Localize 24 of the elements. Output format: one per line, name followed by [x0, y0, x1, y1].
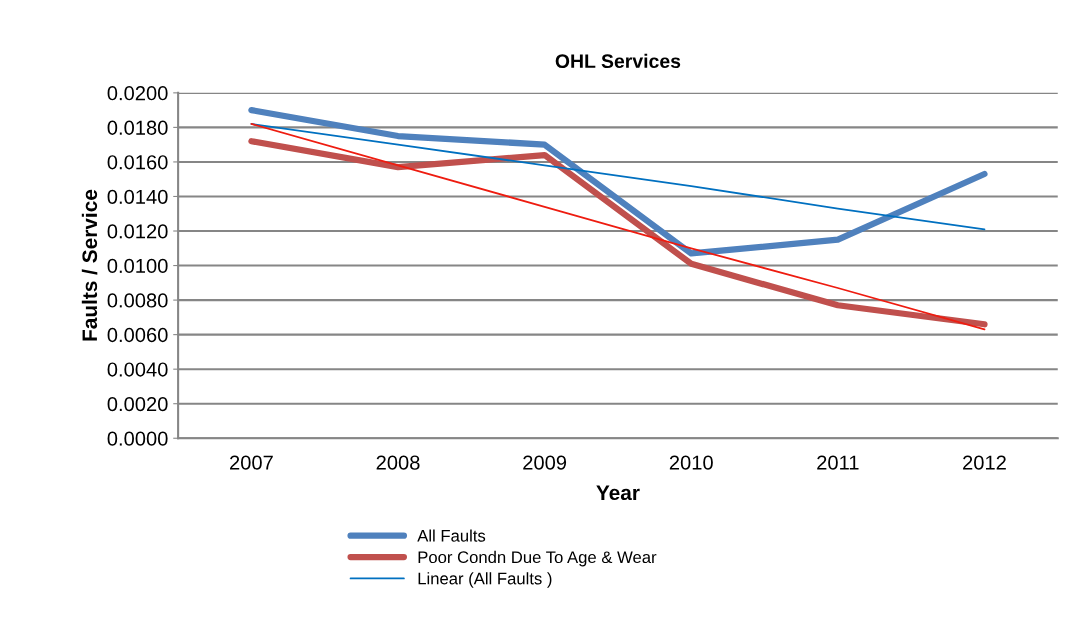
y-tick-label: 0.0080: [107, 293, 168, 308]
chart-title: OHL Services: [555, 53, 681, 69]
y-tick-label: 0.0200: [107, 86, 168, 101]
legend-label: All Faults: [417, 529, 486, 542]
x-tick-label: 2010: [669, 455, 713, 470]
y-tick-label: 0.0100: [107, 258, 168, 274]
x-tick-label: 2012: [963, 455, 1006, 470]
y-tick-label: 0.0060: [107, 327, 168, 343]
y-tick-label: 0.0020: [107, 396, 168, 412]
y-tick-label: 0.0040: [107, 362, 168, 377]
legend-label: Poor Condn Due To Age & Wear: [418, 550, 657, 567]
y-tick-label: 0.0140: [107, 189, 168, 204]
x-tick-label: 2008: [376, 455, 420, 470]
y-tick-label: 0.0120: [107, 224, 168, 239]
x-axis-title: Year: [596, 485, 640, 501]
legend-label: Linear (All Faults ): [418, 572, 552, 588]
x-tick-label: 2011: [817, 455, 859, 470]
y-tick-label: 0.0000: [107, 431, 168, 446]
y-tick-label: 0.0160: [107, 155, 168, 170]
x-tick-label: 2007: [230, 455, 273, 470]
y-axis-title: Faults / Service: [81, 189, 98, 341]
y-tick-label: 0.0180: [107, 120, 168, 135]
line-series: [250, 123, 986, 231]
x-tick-label: 2009: [523, 455, 567, 470]
